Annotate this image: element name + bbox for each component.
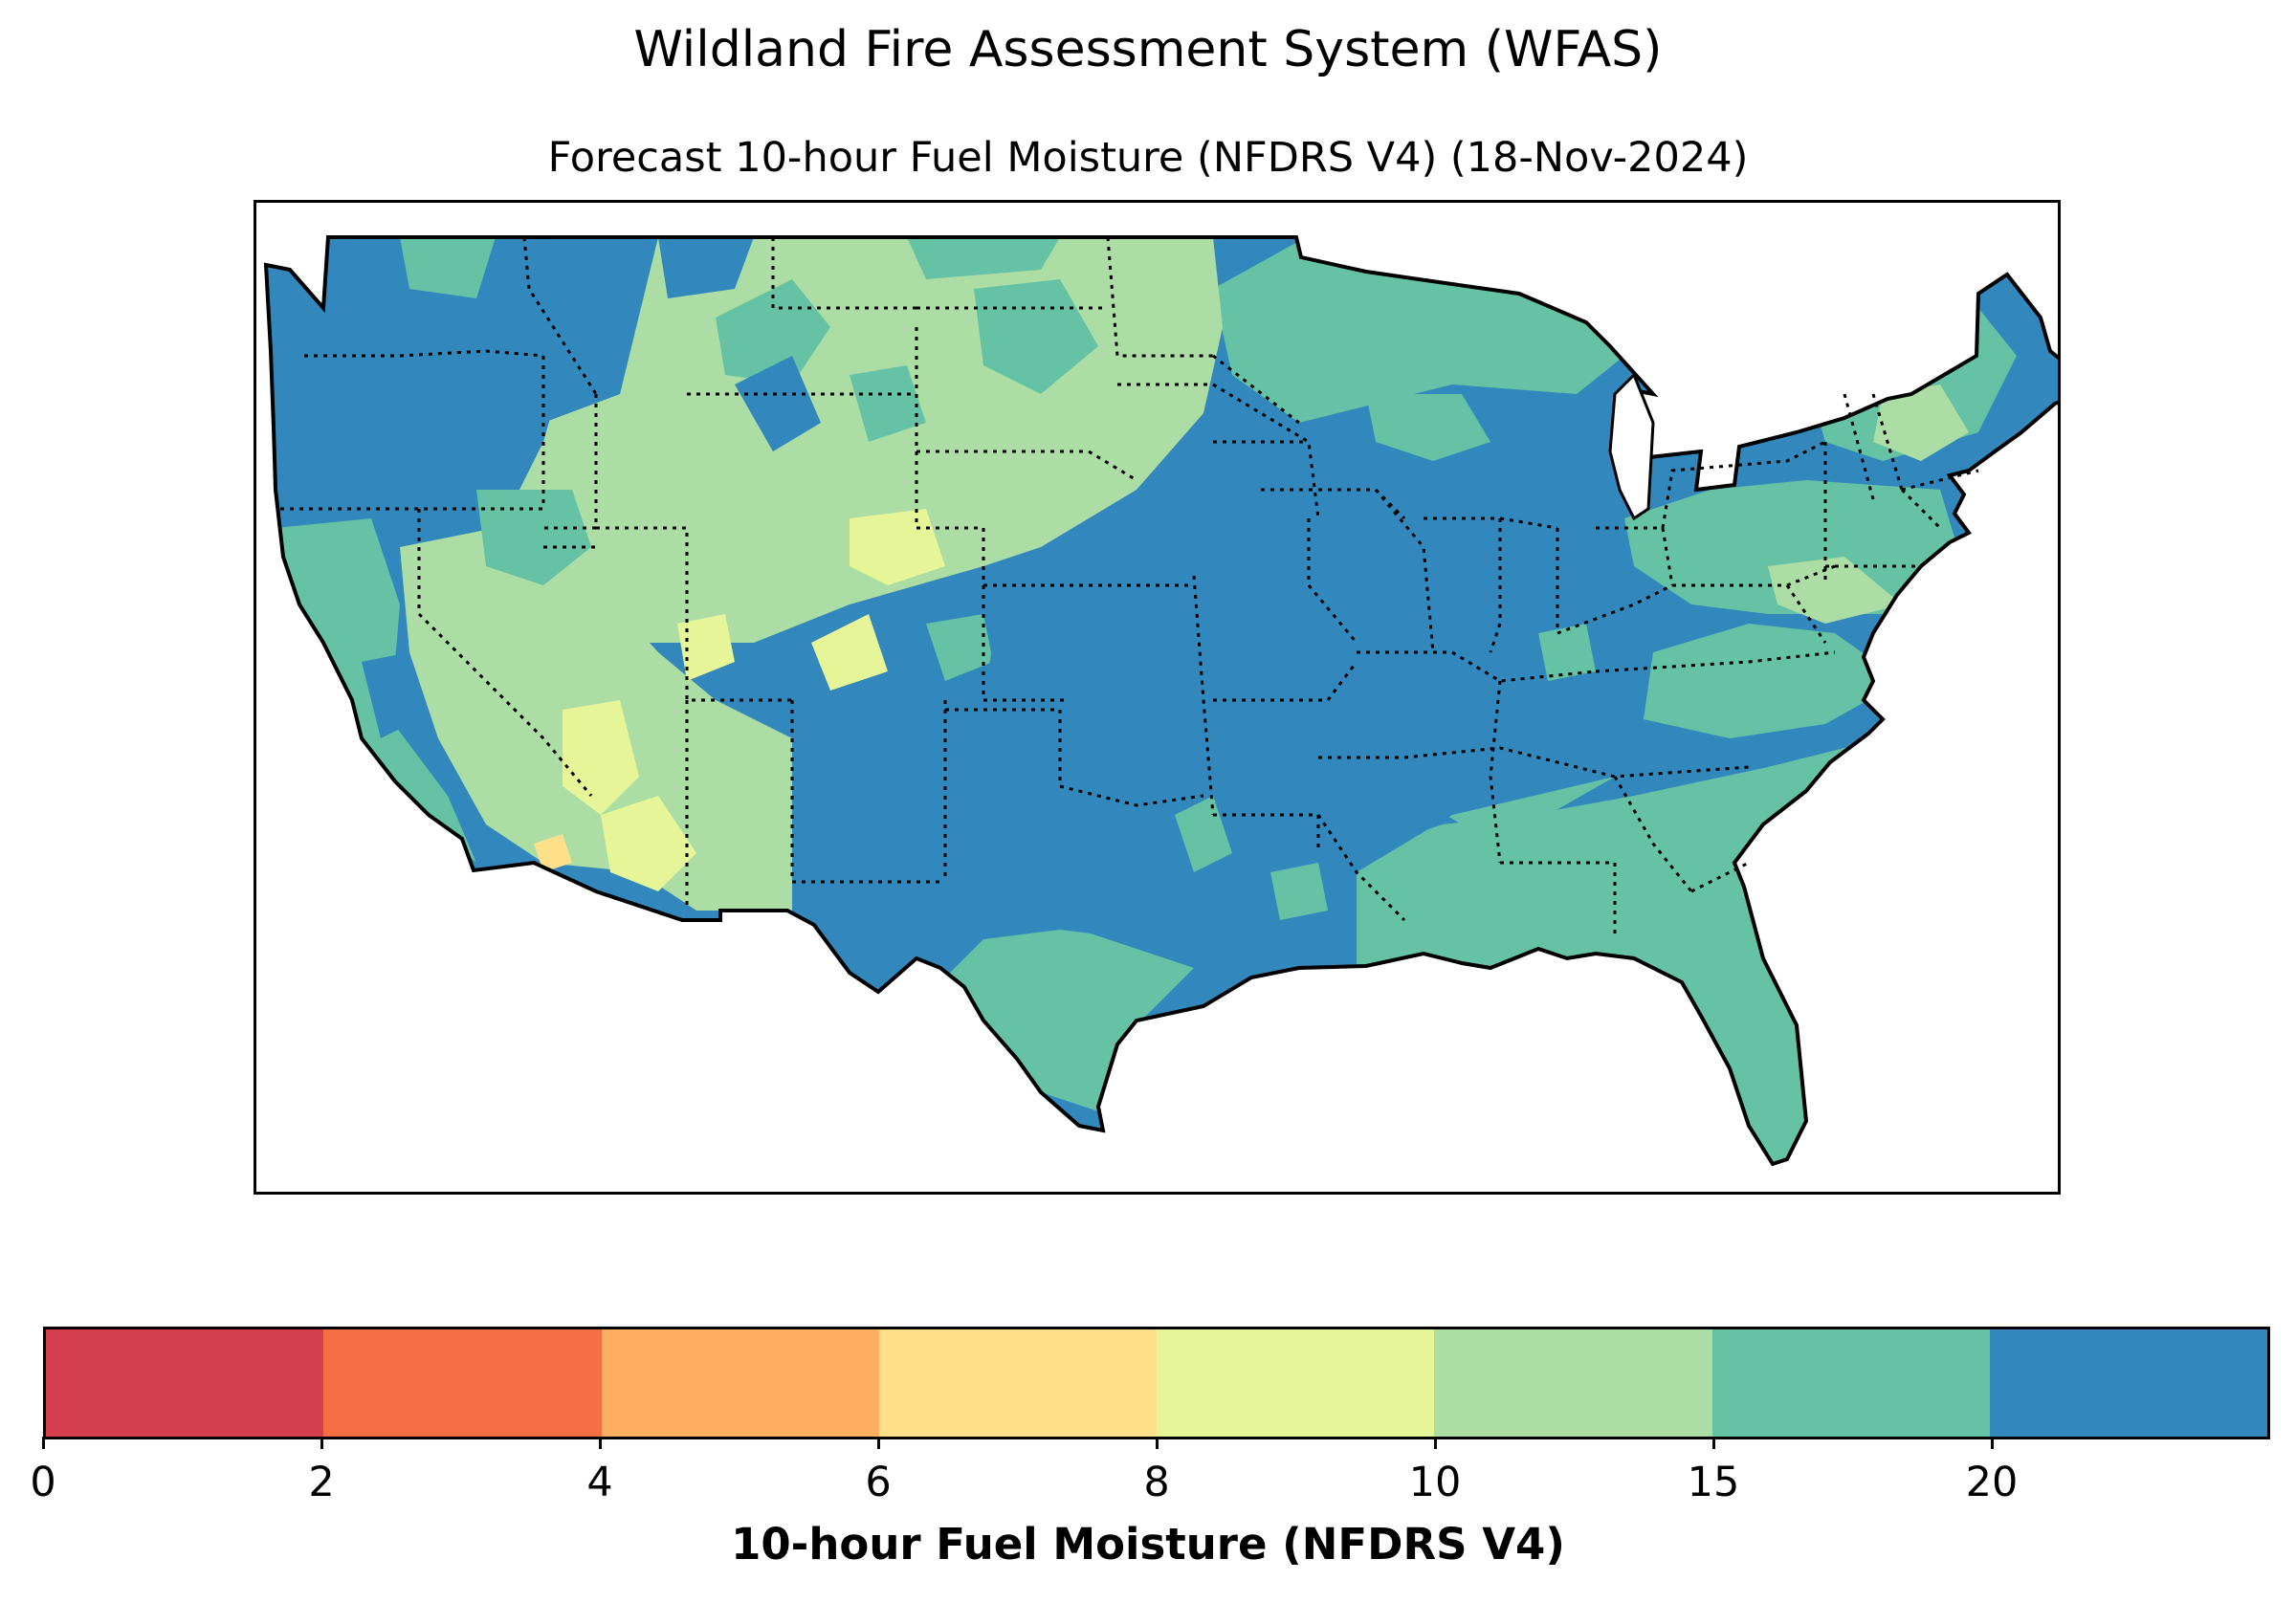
figure-suptitle: Wildland Fire Assessment System (WFAS)	[633, 21, 1663, 78]
colorbar-tick	[1991, 1437, 1994, 1449]
colorbar-tick-label: 2	[308, 1459, 335, 1506]
colorbar-segment	[46, 1329, 324, 1437]
colorbar-tick-label: 0	[30, 1459, 56, 1506]
colorbar-tick	[1712, 1437, 1715, 1449]
colorbar-tick	[1156, 1437, 1159, 1449]
fuel-moisture-map	[264, 235, 2058, 1166]
colorbar-ticks	[42, 1437, 2270, 1465]
colorbar-tick-label: 10	[1408, 1459, 1462, 1506]
colorbar-segment	[878, 1329, 1157, 1437]
colorbar-tick-label: 6	[865, 1459, 892, 1506]
colorbar-segment	[1157, 1329, 1435, 1437]
map-panel	[254, 200, 2061, 1195]
colorbar-tick	[1434, 1437, 1437, 1449]
colorbar-segment	[323, 1329, 602, 1437]
colorbar-label: 10-hour Fuel Moisture (NFDRS V4)	[731, 1519, 1565, 1570]
colorbar	[43, 1327, 2270, 1439]
colorbar-tick	[42, 1437, 45, 1449]
colorbar-tick	[320, 1437, 323, 1449]
colorbar-tick	[877, 1437, 880, 1449]
colorbar-segment	[1711, 1329, 1990, 1437]
colorbar-tick-label: 15	[1687, 1459, 1740, 1506]
colorbar-segment	[601, 1329, 879, 1437]
colorbar-tick	[599, 1437, 602, 1449]
colorbar-tick-label: 20	[1965, 1459, 2019, 1506]
colorbar-segment	[1434, 1329, 1712, 1437]
colorbar-tick-label: 4	[586, 1459, 613, 1506]
colorbar-segment	[1989, 1329, 2267, 1437]
colorbar-tick-labels: 0 2 4 6 8 10 15 20	[30, 1459, 2270, 1516]
map-title: Forecast 10-hour Fuel Moisture (NFDRS V4…	[547, 134, 1749, 182]
colorbar-tick-label: 8	[1143, 1459, 1170, 1506]
